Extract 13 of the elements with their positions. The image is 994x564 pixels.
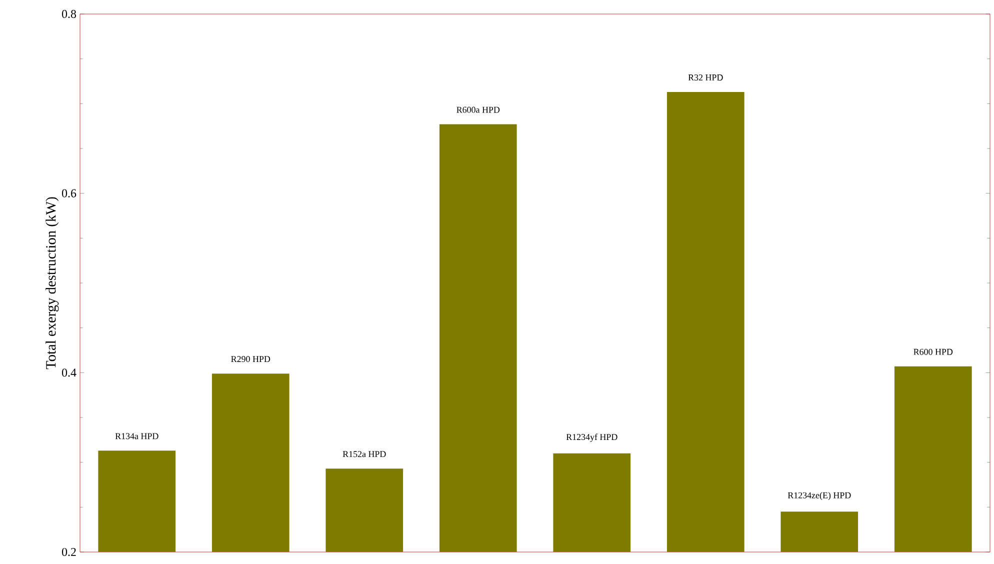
- x-tick-label: R1234yf HPD: [566, 434, 618, 442]
- y-tick-label: 0.4: [62, 368, 76, 377]
- x-tick-label: R32 HPD: [688, 74, 723, 81]
- x-tick-label: R600a HPD: [456, 106, 500, 113]
- y-tick-label: 0.2: [62, 548, 76, 556]
- x-tick-label: R290 HPD: [231, 356, 270, 362]
- x-tick-label: R1234ze(E) HPD: [788, 492, 851, 500]
- y-tick-label: 0.8: [62, 10, 76, 18]
- x-tick-label: R600 HPD: [914, 348, 953, 355]
- y-axis-title: Total exergy destruction (kW): [46, 197, 59, 370]
- x-tick-label: R134a HPD: [115, 433, 158, 440]
- x-tick-label: R152a HPD: [342, 451, 386, 458]
- y-tick-label: 0.6: [62, 189, 76, 198]
